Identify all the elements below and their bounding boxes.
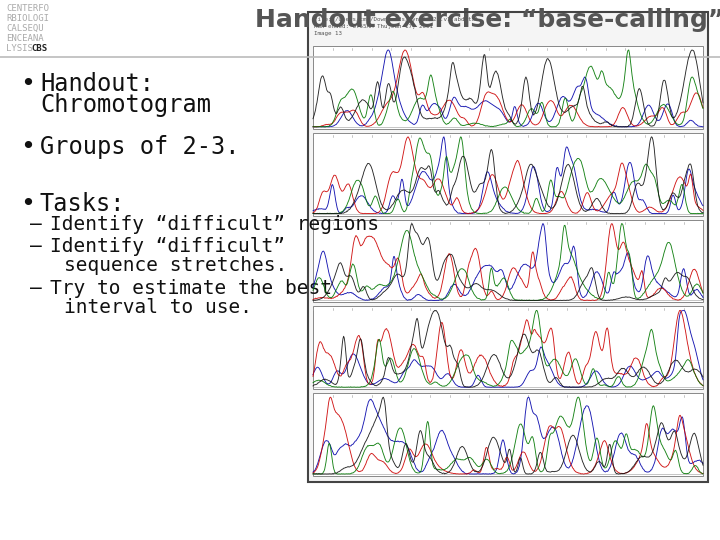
- Text: LYSIS: LYSIS: [6, 44, 38, 53]
- Text: Try to estimate the best: Try to estimate the best: [50, 279, 332, 298]
- Text: Chromotogram: Chromotogram: [40, 93, 211, 117]
- Text: interval to use.: interval to use.: [64, 298, 252, 317]
- Text: CALSEQU: CALSEQU: [6, 24, 44, 33]
- Text: –: –: [30, 215, 42, 234]
- Text: Handout exercise: “base-calling”: Handout exercise: “base-calling”: [256, 8, 720, 32]
- Text: File: /Users/cma/Downloads/dyn_07021.v1.abd.txt
Run ended: 6:55AM Thu,Jun 17, 20: File: /Users/cma/Downloads/dyn_07021.v1.…: [314, 16, 479, 36]
- Bar: [308, 12, 708, 482]
- Text: Handout:: Handout:: [40, 72, 154, 96]
- Text: Identify “difficult”: Identify “difficult”: [50, 237, 285, 256]
- Text: –: –: [30, 279, 42, 298]
- Bar: [313, 393, 703, 476]
- Bar: [313, 306, 703, 389]
- Text: sequence stretches.: sequence stretches.: [64, 256, 287, 275]
- Bar: [313, 46, 703, 129]
- Text: ENCEANA: ENCEANA: [6, 34, 44, 43]
- Text: Identify “difficult” regions: Identify “difficult” regions: [50, 215, 379, 234]
- Text: –: –: [30, 237, 42, 256]
- Bar: [313, 220, 703, 302]
- Text: RBIOLOGI: RBIOLOGI: [6, 14, 49, 23]
- Bar: [313, 133, 703, 215]
- Text: •: •: [20, 72, 35, 96]
- Text: •: •: [20, 192, 35, 216]
- Text: CBS: CBS: [31, 44, 47, 53]
- Text: Tasks:: Tasks:: [40, 192, 125, 216]
- Text: Groups of 2-3.: Groups of 2-3.: [40, 135, 240, 159]
- Text: •: •: [20, 135, 35, 159]
- Text: CENTERFO: CENTERFO: [6, 4, 49, 13]
